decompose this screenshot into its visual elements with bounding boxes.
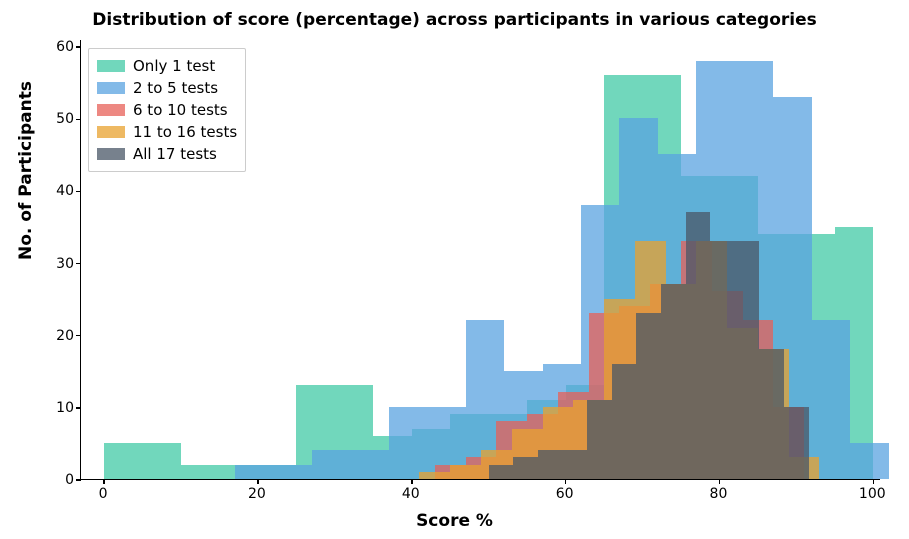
histogram-bar: [389, 407, 427, 479]
xtick-label: 20: [237, 486, 277, 502]
legend-entry: All 17 tests: [97, 143, 237, 165]
legend-swatch: [97, 126, 125, 138]
histogram-bar: [812, 320, 850, 479]
ytick-mark: [76, 263, 81, 265]
ytick-label: 20: [34, 328, 74, 344]
histogram-bar: [143, 443, 181, 479]
legend-label: 2 to 5 tests: [133, 79, 218, 97]
xtick-mark: [719, 479, 721, 484]
legend-entry: 11 to 16 tests: [97, 121, 237, 143]
ytick-mark: [76, 119, 81, 121]
histogram-bar: [735, 241, 760, 479]
histogram-bar: [759, 349, 784, 479]
histogram-bar: [686, 212, 711, 479]
histogram-bar: [587, 400, 612, 479]
histogram-bar: [181, 465, 219, 479]
ytick-label: 40: [34, 183, 74, 199]
histogram-bar: [273, 465, 311, 479]
histogram-bar: [563, 450, 588, 479]
legend-swatch: [97, 104, 125, 116]
histogram-bar: [312, 450, 350, 479]
ytick-label: 10: [34, 400, 74, 416]
legend-label: 11 to 16 tests: [133, 123, 237, 141]
ytick-label: 60: [34, 39, 74, 55]
x-axis-label: Score %: [0, 511, 909, 531]
y-axis-label: No. of Participants: [16, 81, 36, 260]
legend-label: Only 1 test: [133, 57, 215, 75]
ytick-label: 0: [34, 472, 74, 488]
histogram-bar: [450, 465, 481, 479]
xtick-mark: [873, 479, 875, 484]
xtick-mark: [257, 479, 259, 484]
legend-swatch: [97, 148, 125, 160]
histogram-bar: [612, 364, 637, 479]
ytick-mark: [76, 335, 81, 337]
xtick-label: 60: [545, 486, 585, 502]
histogram-bar: [661, 284, 686, 479]
ytick-mark: [76, 407, 81, 409]
legend-label: All 17 tests: [133, 145, 217, 163]
xtick-mark: [103, 479, 105, 484]
histogram-bar: [419, 472, 450, 479]
legend: Only 1 test 2 to 5 tests 6 to 10 tests 11 t…: [88, 48, 246, 172]
histogram-bar: [538, 450, 563, 479]
ytick-label: 50: [34, 111, 74, 127]
xtick-mark: [411, 479, 413, 484]
histogram-bar: [104, 443, 142, 479]
xtick-label: 80: [698, 486, 738, 502]
legend-entry: Only 1 test: [97, 55, 237, 77]
ytick-label: 30: [34, 256, 74, 272]
histogram-bar: [784, 407, 809, 479]
histogram-bar: [489, 465, 514, 479]
histogram-bar: [710, 241, 735, 479]
ytick-mark: [76, 46, 81, 48]
legend-entry: 2 to 5 tests: [97, 77, 237, 99]
xtick-mark: [565, 479, 567, 484]
legend-entry: 6 to 10 tests: [97, 99, 237, 121]
ytick-mark: [76, 479, 81, 481]
ytick-mark: [76, 191, 81, 193]
chart-title: Distribution of score (percentage) acros…: [0, 10, 909, 30]
histogram-bar: [636, 313, 661, 479]
histogram-bar: [235, 465, 273, 479]
xtick-label: 100: [852, 486, 892, 502]
xtick-label: 0: [83, 486, 123, 502]
legend-label: 6 to 10 tests: [133, 101, 228, 119]
xtick-label: 40: [391, 486, 431, 502]
histogram-bar: [513, 457, 538, 479]
legend-swatch: [97, 60, 125, 72]
histogram-bar: [850, 443, 888, 479]
histogram-bar: [350, 450, 388, 479]
legend-swatch: [97, 82, 125, 94]
